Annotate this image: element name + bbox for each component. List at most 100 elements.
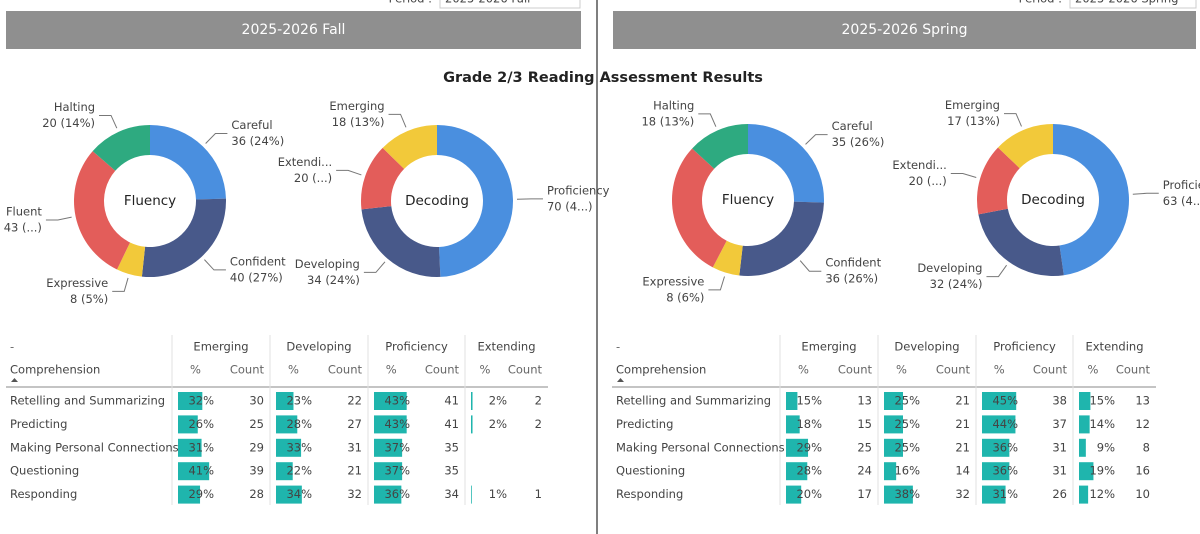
count: 14 — [955, 464, 970, 478]
count: 1 — [535, 487, 542, 501]
slice-label: 17 (13%) — [947, 114, 1000, 128]
count: 15 — [857, 417, 872, 431]
donut-slice — [361, 147, 405, 210]
pct-label: 43% — [384, 417, 410, 431]
sub-header: % — [896, 363, 907, 377]
count: 27 — [347, 417, 362, 431]
data-bar — [471, 485, 472, 504]
pct-label: 31% — [188, 440, 214, 454]
pct-label: 26% — [188, 417, 214, 431]
data-bar — [884, 485, 913, 504]
sort-indicator[interactable] — [617, 378, 624, 382]
count: 24 — [857, 464, 872, 478]
pct-label: 25% — [894, 440, 920, 454]
row-name: Responding — [10, 487, 77, 501]
data-bar — [982, 462, 1010, 481]
data-bar — [276, 392, 294, 410]
slice-name: Careful — [231, 118, 272, 132]
row-name: Retelling and Summarizing — [10, 394, 165, 408]
count: 16 — [1135, 464, 1150, 478]
leader-line — [363, 261, 386, 273]
count: 17 — [857, 487, 872, 501]
donut-center: Fluency — [722, 192, 774, 208]
sub-header: % — [288, 363, 299, 377]
count: 41 — [444, 394, 459, 408]
sub-header: % — [994, 363, 1005, 377]
pct-label: 15% — [796, 394, 822, 408]
count: 38 — [1052, 394, 1067, 408]
period-box[interactable] — [439, 0, 581, 9]
pct-label: 1% — [489, 487, 507, 501]
data-bar — [1079, 415, 1090, 434]
pct-label: 18% — [796, 417, 822, 431]
slice-label: 20 (...) — [294, 171, 332, 185]
row-name: Retelling and Summarizing — [616, 394, 771, 408]
pct-label: 23% — [286, 394, 312, 408]
donut-slice — [692, 124, 748, 169]
table-corner: - — [10, 340, 14, 354]
sort-indicator[interactable] — [11, 378, 18, 382]
pct-label: 36% — [992, 464, 1018, 478]
pct-label: 29% — [188, 487, 214, 501]
slice-label: 36 (26%) — [825, 272, 878, 286]
period-label: Period : — [389, 0, 432, 6]
leader-line — [799, 260, 822, 272]
data-bar — [276, 462, 293, 481]
data-bar — [276, 485, 302, 504]
data-bar — [884, 438, 903, 457]
donut-center: Fluency — [124, 193, 176, 209]
slice-name: Proficiency — [547, 183, 610, 197]
data-bar — [1079, 462, 1094, 481]
data-bar — [374, 392, 407, 410]
donut-slice — [1053, 124, 1129, 276]
sub-header: Count — [508, 363, 543, 377]
data-bar — [374, 485, 402, 504]
period-label: Period : — [1019, 0, 1062, 6]
row-name: Questioning — [616, 464, 685, 478]
leader-line — [1132, 192, 1159, 195]
count: 2 — [535, 394, 542, 408]
sub-header: % — [386, 363, 397, 377]
count: 12 — [1135, 417, 1150, 431]
donut-slice — [977, 147, 1020, 215]
group-header: Proficiency — [385, 340, 448, 354]
leader-line — [986, 264, 1008, 278]
slice-label: 8 (6%) — [666, 290, 704, 304]
group-header: Proficiency — [993, 340, 1056, 354]
pct-label: 31% — [992, 487, 1018, 501]
donut-slice — [117, 242, 146, 277]
pct-label: 43% — [384, 394, 410, 408]
pct-label: 36% — [992, 440, 1018, 454]
slice-label: 32 (24%) — [930, 277, 983, 291]
count: 37 — [1052, 417, 1067, 431]
pct-label: 2% — [489, 417, 507, 431]
count: 21 — [955, 417, 970, 431]
pct-label: 37% — [384, 464, 410, 478]
count: 26 — [1052, 487, 1067, 501]
data-bar — [786, 462, 808, 481]
period-box[interactable] — [1069, 0, 1197, 9]
count: 13 — [1135, 394, 1150, 408]
leader-line — [388, 113, 407, 128]
group-header: Emerging — [801, 340, 856, 354]
count: 30 — [249, 394, 264, 408]
slice-label: 63 (4...) — [1163, 194, 1200, 208]
count: 29 — [249, 440, 264, 454]
count: 35 — [444, 464, 459, 478]
sub-header: Count — [1116, 363, 1151, 377]
donut-slice — [74, 151, 131, 270]
donut-center: Decoding — [1021, 192, 1085, 208]
data-bar — [884, 462, 897, 481]
donut-slice — [748, 124, 824, 203]
count: 35 — [444, 440, 459, 454]
data-bar — [1079, 485, 1089, 504]
slice-name: Careful — [832, 119, 873, 133]
pct-label: 32% — [188, 394, 214, 408]
sub-header: % — [190, 363, 201, 377]
leader-line — [336, 169, 362, 176]
period-value: 2025-2026 Fall — [445, 0, 530, 6]
count: 21 — [955, 394, 970, 408]
count: 8 — [1143, 440, 1150, 454]
pct-label: 34% — [286, 487, 312, 501]
